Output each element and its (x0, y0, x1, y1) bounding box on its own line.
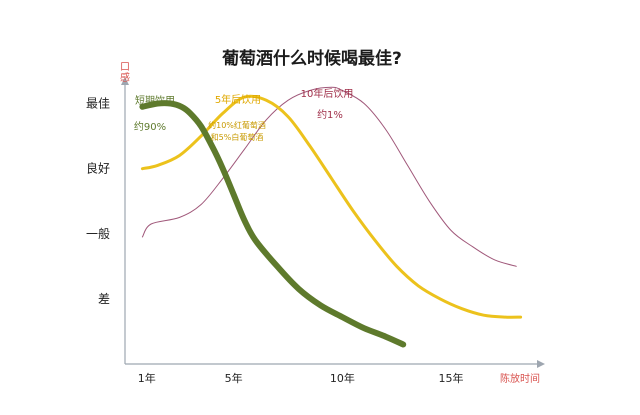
y-tick-label: 差 (98, 292, 110, 306)
annotation-short-label: 短期饮用 (135, 94, 175, 107)
annotation-five-pct-1: 约10%红葡萄酒 (208, 120, 266, 130)
y-axis-label-1: 口 (120, 62, 130, 73)
y-axis-arrow (121, 77, 129, 85)
x-axis (125, 360, 545, 368)
y-tick-label: 一般 (86, 226, 110, 241)
x-tick-label: 1年 (138, 371, 156, 385)
chart-title: 葡萄酒什么时候喝最佳? (221, 48, 402, 69)
series-line-0 (139, 100, 407, 348)
annotation-ten-label: 10年后饮用 (301, 87, 354, 100)
x-axis-arrow (537, 360, 545, 368)
annotations: 短期饮用 约90% 5年后饮用 约10%红葡萄酒 和5%白葡萄酒 10年后饮用 … (134, 87, 353, 142)
x-tick-label: 5年 (225, 371, 243, 385)
x-tick-label: 15年 (439, 371, 464, 385)
series (139, 86, 523, 348)
annotation-ten-pct: 约1% (317, 108, 343, 121)
annotation-five-label: 5年后饮用 (215, 93, 261, 106)
y-axis (121, 77, 129, 364)
series-line-1 (140, 94, 523, 319)
series-line-2 (141, 86, 517, 267)
x-tick-label: 10年 (330, 371, 355, 385)
annotation-short-pct: 约90% (134, 120, 166, 133)
annotation-five-pct-2: 和5%白葡萄酒 (211, 132, 264, 142)
y-tick-label: 最佳 (86, 97, 110, 111)
y-tick-label: 良好 (86, 161, 110, 176)
y-axis-label-2: 感 (120, 71, 130, 84)
x-axis-label: 陈放时间 (500, 372, 540, 385)
x-ticks: 1年 5年 10年 15年 (138, 371, 464, 385)
